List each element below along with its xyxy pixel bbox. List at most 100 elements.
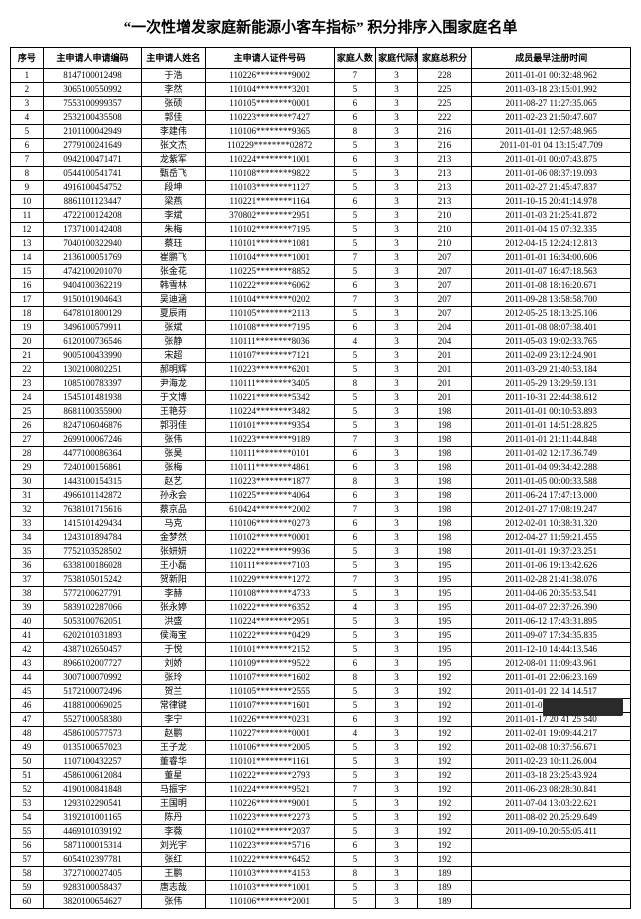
table-cell: 110226********0231 <box>205 713 334 727</box>
table-cell: 5 <box>334 811 376 825</box>
table-cell: 3 <box>376 433 418 447</box>
table-cell: 5 <box>334 769 376 783</box>
table-cell: 3 <box>376 573 418 587</box>
table-cell <box>472 839 631 853</box>
table-cell: 10 <box>11 195 44 209</box>
table-cell: 2011-08-27 11:27:35.065 <box>472 97 631 111</box>
table-cell: 192 <box>417 755 472 769</box>
table-cell: 3 <box>376 503 418 517</box>
table-cell: 4188100069025 <box>43 699 141 713</box>
table-row: 206120100736546张静110111********803643204… <box>11 335 631 349</box>
table-cell: 198 <box>417 489 472 503</box>
table-cell: 常律键 <box>142 699 205 713</box>
col-id: 主申请人证件号码 <box>205 48 334 69</box>
table-cell: 于悦 <box>142 643 205 657</box>
table-cell: 51 <box>11 769 44 783</box>
table-cell: 3 <box>376 629 418 643</box>
table-cell: 2012-04-15 12:24:12.813 <box>472 237 631 251</box>
table-cell: 3 <box>376 671 418 685</box>
table-cell: 3496100579911 <box>43 321 141 335</box>
table-cell: 18 <box>11 307 44 321</box>
table-row: 583727100027405王鹏110103********415383189 <box>11 867 631 881</box>
table-cell: 198 <box>417 419 472 433</box>
table-cell: 110227********0001 <box>205 727 334 741</box>
table-row: 121737100142408朱梅110102********719553210… <box>11 223 631 237</box>
table-cell: 198 <box>417 517 472 531</box>
table-cell: 5871100015314 <box>43 839 141 853</box>
table-cell: 2011-05-29 13:29:59.131 <box>472 377 631 391</box>
table-cell: 40 <box>11 615 44 629</box>
table-cell: 张永婷 <box>142 601 205 615</box>
table-cell: 3 <box>376 489 418 503</box>
table-cell: 3 <box>376 209 418 223</box>
table-cell: 213 <box>417 195 472 209</box>
table-cell: 31 <box>11 489 44 503</box>
table-cell: 110108********7195 <box>205 321 334 335</box>
table-cell: 5 <box>334 405 376 419</box>
table-row: 416202101031893侯海宝110222********04295319… <box>11 629 631 643</box>
table-cell: 58 <box>11 867 44 881</box>
table-cell: 110111********4861 <box>205 461 334 475</box>
table-cell: 2011-01-01 21:11:44.848 <box>472 433 631 447</box>
table-cell: 7 <box>334 503 376 517</box>
table-cell: 8 <box>334 125 376 139</box>
table-row: 514586100612084董星110222********279353192… <box>11 769 631 783</box>
table-cell: 3 <box>376 97 418 111</box>
table-cell: 3 <box>376 447 418 461</box>
table-cell: 2136100051769 <box>43 251 141 265</box>
table-cell: 2011-01-01 14:51:28.825 <box>472 419 631 433</box>
table-cell: 110229********1272 <box>205 573 334 587</box>
table-cell: 1415101429434 <box>43 517 141 531</box>
table-cell: 110224********3482 <box>205 405 334 419</box>
table-row: 501107100432257董睿华110101********11615319… <box>11 755 631 769</box>
table-cell: 195 <box>417 657 472 671</box>
table-cell: 110222********9936 <box>205 545 334 559</box>
table-cell: 5 <box>334 685 376 699</box>
table-row: 424387102650457于悦110101********215253195… <box>11 643 631 657</box>
table-row: 357752103528502张妍妍110222********99365319… <box>11 545 631 559</box>
table-cell: 2011-04-07 22:37:26.390 <box>472 601 631 615</box>
table-cell: 195 <box>417 587 472 601</box>
table-cell: 110226********9001 <box>205 797 334 811</box>
table-cell: 韩雪林 <box>142 279 205 293</box>
table-cell: 110101********1081 <box>205 237 334 251</box>
table-cell: 李赫 <box>142 587 205 601</box>
table-cell: 金梦然 <box>142 531 205 545</box>
table-cell: 张静 <box>142 335 205 349</box>
table-cell: 2011-01-01 22 14 14.517 <box>472 685 631 699</box>
table-cell: 崔鹏飞 <box>142 251 205 265</box>
table-cell: 2011-01-08 08:07:38.401 <box>472 321 631 335</box>
table-cell: 110222********6062 <box>205 279 334 293</box>
table-cell: 刘娇 <box>142 657 205 671</box>
table-cell: 3 <box>376 811 418 825</box>
table-row: 62779100241649张文杰110229********028725321… <box>11 139 631 153</box>
table-cell: 2011-06-12 17:43:31.895 <box>472 615 631 629</box>
table-cell: 110107********1602 <box>205 671 334 685</box>
table-cell: 38 <box>11 587 44 601</box>
table-cell: 110111********8036 <box>205 335 334 349</box>
table-cell: 7 <box>11 153 44 167</box>
table-cell: 郭羽佳 <box>142 419 205 433</box>
table-cell: 110225********8852 <box>205 265 334 279</box>
table-cell: 110111********0101 <box>205 447 334 461</box>
table-row: 142136100051769崔鹏飞110104********10017320… <box>11 251 631 265</box>
table-cell: 195 <box>417 601 472 615</box>
table-cell: 110104********0202 <box>205 293 334 307</box>
col-seq: 序号 <box>11 48 44 69</box>
table-cell: 110224********9521 <box>205 783 334 797</box>
table-row: 331415101429434马克110106********027363198… <box>11 517 631 531</box>
table-cell: 6 <box>334 657 376 671</box>
table-cell: 13 <box>11 237 44 251</box>
table-cell: 李宁 <box>142 713 205 727</box>
table-cell: 7 <box>334 69 376 83</box>
table-row: 18147100012498于浩110226********9002732282… <box>11 69 631 83</box>
table-cell: 甄岳飞 <box>142 167 205 181</box>
table-cell: 1293102290541 <box>43 797 141 811</box>
table-cell: 5172100072496 <box>43 685 141 699</box>
table-cell: 张硕 <box>142 97 205 111</box>
table-cell: 3065100550992 <box>43 83 141 97</box>
table-cell: 7040100322940 <box>43 237 141 251</box>
table-cell: 5 <box>334 363 376 377</box>
table-cell: 2011-03-18 23:25:43.924 <box>472 769 631 783</box>
table-cell: 8 <box>334 377 376 391</box>
